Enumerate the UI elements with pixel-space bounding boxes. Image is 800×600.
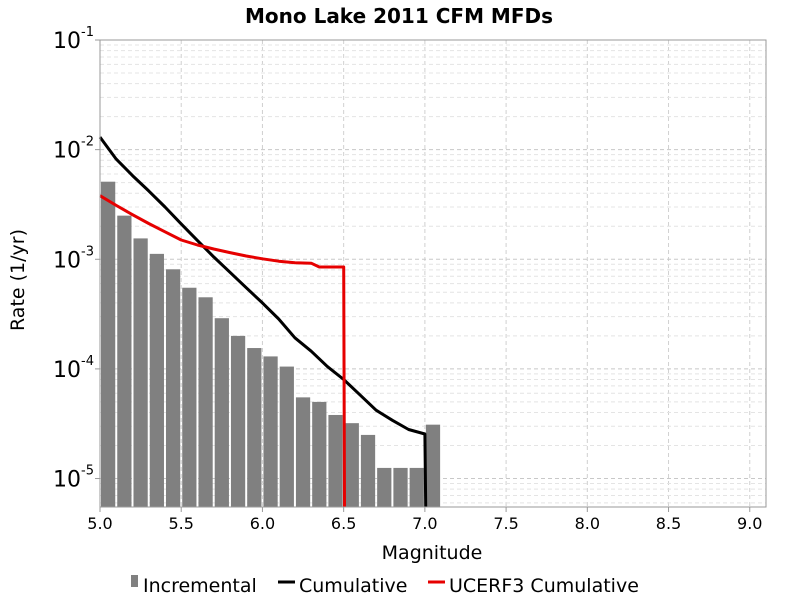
plot-area bbox=[99, 39, 767, 508]
incremental-bar bbox=[409, 467, 424, 507]
x-axis-label: Magnitude bbox=[382, 542, 483, 564]
legend-label: UCERF3 Cumulative bbox=[449, 575, 639, 597]
legend: Incremental Cumulative UCERF3 Cumulative bbox=[131, 575, 639, 597]
y-tick-label: 10-4 bbox=[53, 354, 94, 383]
incremental-bar bbox=[182, 287, 197, 507]
incremental-bar bbox=[344, 423, 359, 507]
x-tick-label: 8.0 bbox=[575, 514, 600, 533]
incremental-bar bbox=[149, 253, 164, 507]
cumulative-line bbox=[98, 136, 428, 508]
y-tick-label: 10-3 bbox=[53, 244, 94, 273]
y-tick-label: 10-1 bbox=[53, 25, 94, 54]
x-tick-label: 6.0 bbox=[250, 514, 275, 533]
y-tick-label: 10-5 bbox=[53, 464, 94, 493]
x-tick-label: 7.0 bbox=[412, 514, 437, 533]
x-tick-label: 7.5 bbox=[493, 514, 518, 533]
chart-title: Mono Lake 2011 CFM MFDs bbox=[245, 4, 553, 28]
incremental-bar bbox=[279, 366, 294, 507]
x-tick-label: 5.5 bbox=[168, 514, 193, 533]
incremental-bar bbox=[312, 401, 327, 507]
cumulative-lines bbox=[98, 136, 428, 508]
ucerf3-cumulative-line bbox=[99, 194, 346, 508]
incremental-bar bbox=[214, 318, 229, 507]
incremental-bar bbox=[133, 238, 148, 508]
legend-label: Cumulative bbox=[299, 575, 407, 597]
incremental-bar bbox=[117, 215, 132, 508]
x-tick-label: 6.5 bbox=[331, 514, 356, 533]
incremental-bar bbox=[198, 297, 213, 507]
grid bbox=[99, 39, 766, 507]
x-tick-label: 5.0 bbox=[87, 514, 112, 533]
x-tick-label: 9.0 bbox=[737, 514, 762, 533]
legend-label: Incremental bbox=[143, 575, 257, 597]
y-axis-ticks: 10-5 10-4 10-3 10-2 10-1 bbox=[53, 25, 100, 493]
incremental-bar bbox=[360, 434, 376, 507]
incremental-bar bbox=[328, 414, 343, 507]
y-tick-label: 10-2 bbox=[53, 135, 94, 164]
incremental-bar bbox=[101, 181, 116, 508]
incremental-bar bbox=[377, 467, 392, 507]
x-tick-label: 8.5 bbox=[656, 514, 681, 533]
legend-swatch-incremental bbox=[131, 575, 138, 587]
incremental-bar bbox=[393, 467, 408, 507]
incremental-bar bbox=[247, 348, 262, 507]
incremental-bar bbox=[230, 335, 246, 507]
incremental-bar bbox=[295, 397, 311, 507]
incremental-bar bbox=[165, 269, 181, 507]
incremental-bars bbox=[101, 181, 441, 508]
incremental-bar bbox=[263, 356, 278, 507]
x-axis-ticks: 5.0 5.5 6.0 6.5 7.0 7.5 8.0 8.5 9.0 bbox=[87, 507, 762, 533]
y-axis-label: Rate (1/yr) bbox=[7, 229, 29, 331]
incremental-bar bbox=[425, 424, 441, 507]
